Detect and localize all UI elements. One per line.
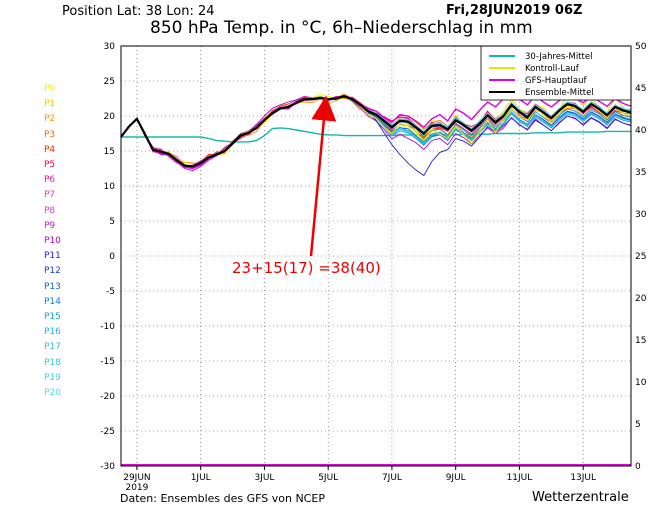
annotation-text: 23+15(17) =38(40) [232,259,381,277]
legend-label: Ensemble-Mittel [525,88,594,98]
y-tick-label: -20 [100,392,115,402]
member-label: P15 [44,312,61,322]
member-line [120,95,632,168]
plot-frame [120,45,632,467]
ensemble-mean-line [120,95,632,168]
y2-tick-label: 10 [635,378,647,388]
source-label: Daten: Ensembles des GFS von NCEP [120,492,325,505]
member-label: P7 [44,190,56,201]
position-label: Position Lat: 38 Lon: 24 [62,4,215,19]
legend-label: GFS-Hauptlauf [525,76,587,86]
y2-tick-label: 25 [635,252,646,262]
y2-tick-label: 5 [635,420,641,430]
member-line [120,95,632,168]
y2-tick-label: 15 [635,336,646,346]
member-label: P6 [44,175,56,186]
x-year-label: 2019 [125,483,148,493]
member-label: P17 [44,342,61,353]
y-tick-label: 10 [104,182,116,192]
member-label: P16 [44,327,61,338]
x-tick-label: 11JUL [507,473,533,483]
member-line [120,95,632,168]
y2-tick-label: 0 [635,462,641,472]
member-label: P14 [44,296,61,307]
y-tick-label: 25 [104,77,115,87]
control-run-line [120,96,632,167]
member-label: P8 [44,205,56,216]
y-tick-label: 30 [104,42,116,52]
member-label: P10 [44,236,61,246]
x-tick-label: 3JUL [254,473,274,483]
y-tick-label: 0 [109,252,115,262]
member-label: P5 [44,160,56,170]
member-label: P3 [44,129,56,140]
member-label: P0 [44,84,56,94]
y2-tick-label: 35 [635,168,646,178]
y-tick-label: 5 [109,217,115,227]
climate-mean-series [121,127,631,143]
x-tick-label: 7JUL [382,473,402,483]
climate-mean-line [121,127,631,143]
chart-grid [121,45,631,467]
legend-label: Kontroll-Lauf [525,64,580,74]
member-label: P19 [44,372,61,383]
member-label: P18 [44,357,61,368]
axis-ticks: -30 -25 -20 -15 -10 -5 0 5 10 15 20 25 30 0 5 10 15 20 25 3… [100,42,646,493]
member-label: P4 [44,144,56,155]
member-label: P1 [44,99,56,110]
y-tick-label: -15 [100,357,115,367]
member-label: P2 [44,114,56,125]
y-tick-label: -5 [106,287,115,297]
member-line [120,95,632,167]
y2-tick-label: 30 [635,210,647,220]
y2-tick-label: 20 [635,294,647,304]
annotation-arrow: 23+15(17) =38(40) [232,95,381,277]
member-line [120,95,632,167]
x-tick-label: 29JUN [123,473,150,483]
member-label: P20 [44,388,61,398]
member-label: P11 [44,251,61,262]
member-line [120,95,632,167]
x-tick-label: 5JUL [318,473,338,483]
member-line [120,95,632,167]
y-tick-label: 20 [104,112,116,122]
y-tick-label: -30 [100,462,115,472]
chart-title: 850 hPa Temp. in °C, 6h–Niederschlag in … [150,18,533,38]
y-tick-label: -10 [100,322,115,332]
member-line [120,95,632,168]
brand-label: Wetterzentrale [532,490,629,505]
member-line [120,95,632,167]
member-line [120,95,632,167]
arrow-line [309,95,337,257]
member-label: P9 [44,220,56,231]
member-line [120,95,632,167]
main-run-line [120,87,632,170]
run-label: Fri,28JUN2019 06Z [446,3,583,18]
member-line [120,95,632,165]
y2-tick-label: 40 [635,126,647,136]
y-tick-label: 15 [104,147,115,157]
x-tick-label: 9JUL [446,473,466,483]
legend-label: 30-Jahres-Mittel [525,52,592,62]
member-label: P13 [44,281,61,292]
main-series [120,87,632,170]
y2-tick-label: 50 [635,42,647,52]
member-label: P12 [44,266,61,277]
x-tick-label: 13JUL [570,473,596,483]
member-line [120,95,632,167]
y2-tick-label: 45 [635,84,646,94]
y-tick-label: -25 [100,427,115,437]
x-tick-label: 1JUL [191,473,211,483]
chart-legend: 30-Jahres-Mittel Kontroll-Lauf GFS-Hauptla… [480,45,632,101]
